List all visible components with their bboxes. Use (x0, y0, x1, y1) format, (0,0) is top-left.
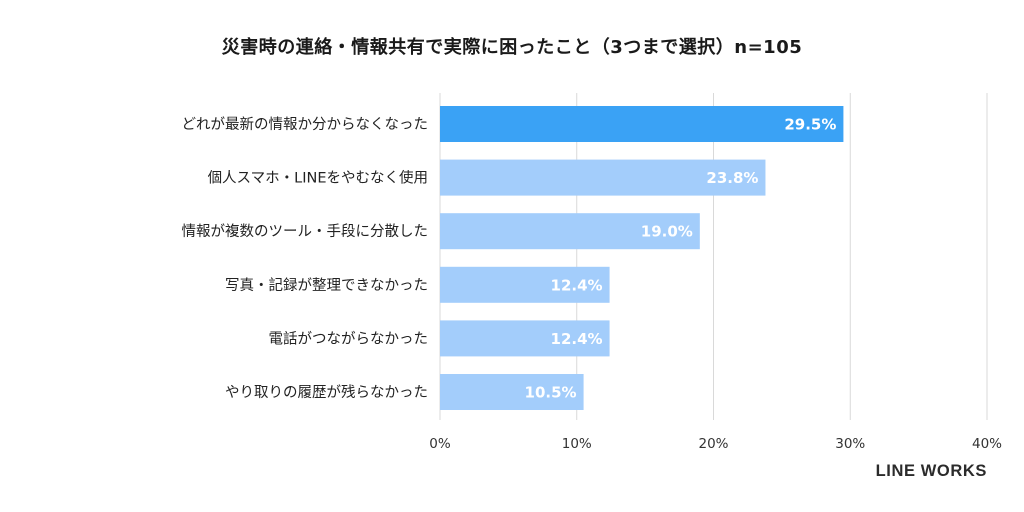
category-label: 情報が複数のツール・手段に分散した (182, 223, 429, 240)
grid-lines (439, 93, 988, 420)
x-axis-ticks: 0% 10% 20% 30% 40% (429, 436, 1002, 452)
bar (440, 159, 766, 196)
data-label: 19.0% (641, 223, 693, 241)
bar (440, 374, 584, 410)
category-labels: どれが最新の情報か分からなくなった個人スマホ・LINEをやむなく使用情報が複数の… (182, 116, 429, 401)
x-tick-label: 40% (972, 436, 1002, 452)
line-works-logo: LINE WORKS (875, 462, 987, 480)
x-tick-label: 0% (429, 436, 451, 452)
data-label: 10.5% (525, 384, 577, 402)
category-label: 個人スマホ・LINEをやむなく使用 (208, 170, 428, 187)
category-label: やり取りの履歴が残らなかった (225, 384, 428, 401)
category-label: 写真・記録が整理できなかった (225, 276, 428, 294)
data-label: 12.4% (551, 330, 603, 348)
x-tick-label: 10% (562, 436, 592, 452)
category-label: どれが最新の情報か分からなくなった (182, 116, 429, 133)
category-label: 電話がつながらなかった (269, 330, 429, 347)
chart-title: 災害時の連絡・情報共有で実際に困ったこと（3つまで選択）n=105 (221, 37, 803, 58)
bars: 29.5% 23.8% 19.0% 12.4% 12.4% 10.5% (440, 106, 844, 410)
x-tick-label: 20% (698, 436, 728, 452)
x-tick-label: 30% (835, 436, 865, 452)
data-label: 29.5% (784, 116, 836, 134)
data-label: 23.8% (706, 169, 758, 187)
data-label: 12.4% (551, 276, 603, 294)
bar (440, 320, 610, 357)
bar (440, 266, 610, 303)
bar (440, 213, 700, 250)
bar (440, 106, 844, 142)
